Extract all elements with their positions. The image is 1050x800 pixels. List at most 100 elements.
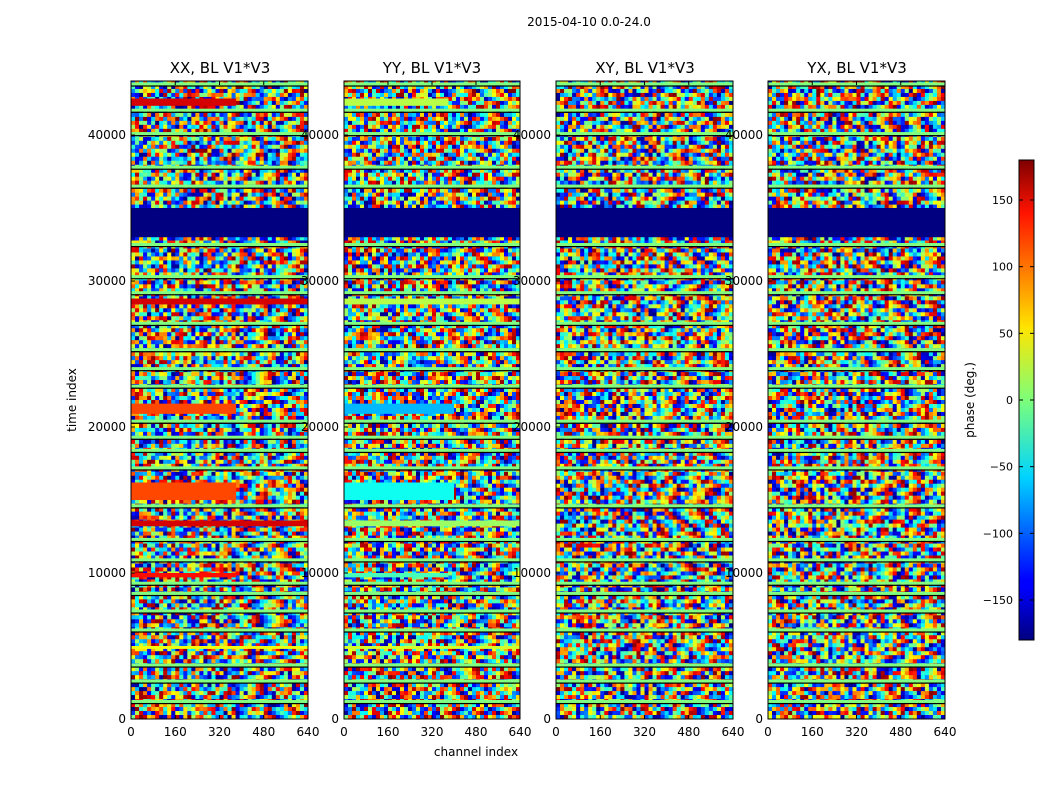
heatmap-cell bbox=[155, 197, 160, 201]
heatmap-cell bbox=[207, 161, 212, 165]
heatmap-cell bbox=[211, 145, 216, 149]
heatmap-cell bbox=[151, 173, 156, 177]
heatmap-cell bbox=[240, 173, 245, 177]
heatmap-cell bbox=[236, 97, 241, 101]
heatmap-cell bbox=[159, 173, 164, 177]
heatmap-cell bbox=[215, 137, 220, 141]
heatmap-cell bbox=[244, 101, 249, 105]
heatmap-cell bbox=[171, 121, 176, 125]
heatmap-cell bbox=[139, 141, 144, 145]
panel-title-xx: XX, BL V1*V3 bbox=[170, 59, 271, 77]
heatmap-cell bbox=[256, 93, 261, 97]
heatmap-cell bbox=[296, 161, 301, 165]
heatmap-cell bbox=[228, 173, 233, 177]
heatmap-cell bbox=[147, 189, 152, 193]
heatmap-cell bbox=[147, 117, 152, 121]
heatmap-cell bbox=[236, 117, 241, 121]
heatmap-cell bbox=[236, 177, 241, 181]
heatmap-cell bbox=[207, 141, 212, 145]
heatmap-cell bbox=[268, 173, 273, 177]
heatmap-cell bbox=[276, 153, 281, 157]
heatmap-cell bbox=[215, 93, 220, 97]
heatmap-cell bbox=[171, 153, 176, 157]
heatmap-cell bbox=[284, 141, 289, 145]
heatmap-cell bbox=[151, 161, 156, 165]
heatmap-cell bbox=[135, 177, 140, 181]
heatmap-cell bbox=[131, 161, 136, 165]
heatmap-cell bbox=[139, 89, 144, 93]
heatmap-cell bbox=[244, 145, 249, 149]
heatmap-cell bbox=[191, 149, 196, 153]
heatmap-cell bbox=[268, 145, 273, 149]
heatmap-cell bbox=[260, 201, 265, 205]
heatmap-cell bbox=[135, 193, 140, 197]
heatmap-cell bbox=[232, 193, 237, 197]
heatmap-cell bbox=[139, 201, 144, 205]
heatmap-cell bbox=[300, 121, 305, 125]
heatmap-cell bbox=[264, 117, 269, 121]
heatmap-cell bbox=[232, 93, 237, 97]
heatmap-cell bbox=[159, 153, 164, 157]
heatmap-cell bbox=[139, 137, 144, 141]
heatmap-cell bbox=[151, 117, 156, 121]
heatmap-cell bbox=[171, 193, 176, 197]
heatmap-cell bbox=[171, 161, 176, 165]
heatmap-cell bbox=[159, 181, 164, 185]
heatmap-cell bbox=[211, 189, 216, 193]
heatmap-cell bbox=[300, 173, 305, 177]
heatmap-cell bbox=[228, 145, 233, 149]
heatmap-cell bbox=[143, 157, 148, 161]
heatmap-cell bbox=[155, 201, 160, 205]
heatmap-cell bbox=[268, 153, 273, 157]
heatmap-cell bbox=[187, 153, 192, 157]
heatmap-cell bbox=[179, 193, 184, 197]
heatmap-cell bbox=[199, 157, 204, 161]
heatmap-cell bbox=[236, 149, 241, 153]
heatmap-cell bbox=[151, 113, 156, 117]
heatmap-cell bbox=[167, 89, 172, 93]
heatmap-cell bbox=[284, 137, 289, 141]
heatmap-cell bbox=[292, 121, 297, 125]
heatmap-cell bbox=[155, 189, 160, 193]
heatmap-cell bbox=[131, 145, 136, 149]
heatmap-cell bbox=[151, 193, 156, 197]
heatmap-cell bbox=[147, 149, 152, 153]
heatmap-cell bbox=[300, 201, 305, 205]
heatmap-cell bbox=[143, 117, 148, 121]
heatmap-cell bbox=[260, 189, 265, 193]
heatmap-cell bbox=[131, 89, 136, 93]
heatmap-cell bbox=[288, 177, 293, 181]
heatmap-cell bbox=[171, 113, 176, 117]
heatmap-cell bbox=[280, 173, 285, 177]
heatmap-cell bbox=[203, 161, 208, 165]
heatmap-cell bbox=[240, 137, 245, 141]
heatmap-cell bbox=[187, 189, 192, 193]
heatmap-cell bbox=[252, 197, 257, 201]
heatmap-cell bbox=[215, 149, 220, 153]
heatmap-cell bbox=[256, 197, 261, 201]
heatmap-cell bbox=[300, 113, 305, 117]
heatmap-cell bbox=[244, 193, 249, 197]
heatmap-cell bbox=[167, 189, 172, 193]
heatmap-cell bbox=[175, 137, 180, 141]
heatmap-cell bbox=[147, 161, 152, 165]
heatmap-cell bbox=[147, 141, 152, 145]
heatmap-cell bbox=[179, 113, 184, 117]
heatmap-cell bbox=[276, 173, 281, 177]
heatmap-cell bbox=[292, 101, 297, 105]
heatmap-cell bbox=[215, 177, 220, 181]
heatmap-cell bbox=[280, 145, 285, 149]
heatmap-cell bbox=[260, 177, 265, 181]
heatmap-cell bbox=[131, 173, 136, 177]
heatmap-cell bbox=[296, 197, 301, 201]
heatmap-cell bbox=[276, 113, 281, 117]
heatmap-cell bbox=[232, 145, 237, 149]
heatmap-cell bbox=[167, 93, 172, 97]
heatmap-cell bbox=[191, 117, 196, 121]
heatmap-cell bbox=[163, 157, 168, 161]
heatmap-cell bbox=[268, 177, 273, 181]
heatmap-cell bbox=[224, 157, 229, 161]
heatmap-cell bbox=[236, 125, 241, 129]
heatmap-cell bbox=[207, 117, 212, 121]
heatmap-cell bbox=[276, 97, 281, 101]
